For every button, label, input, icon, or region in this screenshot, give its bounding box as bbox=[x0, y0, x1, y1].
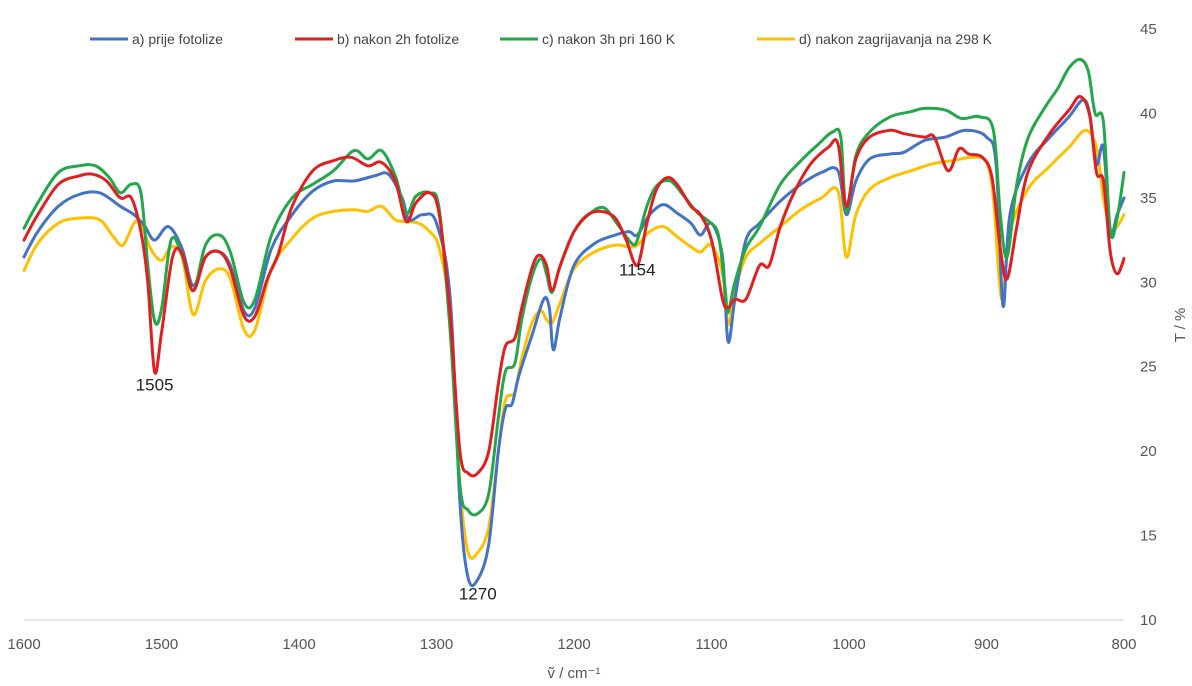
legend: a) prije fotolize b) nakon 2h fotolize c) … bbox=[90, 31, 993, 47]
y-tick-label: 20 bbox=[1140, 443, 1157, 460]
legend-label: d) nakon zagrijavanja na 298 K bbox=[799, 31, 993, 47]
x-tick-label: 1100 bbox=[695, 636, 727, 653]
legend-label: b) nakon 2h fotolize bbox=[337, 31, 459, 47]
series-line-1 bbox=[22, 98, 1126, 588]
y-tick-label: 10 bbox=[1140, 612, 1157, 629]
plot-area bbox=[22, 57, 1126, 588]
legend-label: c) nakon 3h pri 160 K bbox=[542, 31, 676, 47]
peak-label: 1154 bbox=[619, 261, 656, 280]
x-tick-label: 1300 bbox=[420, 636, 453, 653]
x-tick-label: 1000 bbox=[832, 636, 865, 653]
x-tick-labels: 1600 1500 1400 1300 1200 1100 1000 900 800 bbox=[7, 636, 1136, 653]
y-tick-labels: 45 40 35 30 25 20 15 10 bbox=[1140, 21, 1157, 629]
series-line-3 bbox=[22, 57, 1126, 517]
peak-label: 1505 bbox=[136, 375, 174, 394]
series-line-4 bbox=[22, 128, 1126, 561]
peak-label: 1270 bbox=[459, 585, 497, 604]
series-line-2 bbox=[22, 95, 1126, 478]
x-tick-label: 1600 bbox=[7, 636, 40, 653]
y-tick-label: 25 bbox=[1140, 359, 1157, 376]
peak-annotations: 1505 1270 1154 bbox=[136, 261, 656, 604]
y-tick-label: 30 bbox=[1140, 274, 1157, 291]
y-tick-label: 35 bbox=[1140, 190, 1157, 207]
y-tick-label: 40 bbox=[1140, 105, 1157, 122]
y-axis-title: T / % bbox=[1172, 308, 1189, 343]
x-tick-label: 1500 bbox=[145, 636, 178, 653]
x-tick-label: 800 bbox=[1111, 636, 1136, 653]
legend-label: a) prije fotolize bbox=[132, 31, 223, 47]
x-axis-title: ṽ / cm⁻¹ bbox=[548, 665, 601, 682]
x-tick-label: 1400 bbox=[282, 636, 315, 653]
x-tick-label: 900 bbox=[974, 636, 999, 653]
y-tick-label: 15 bbox=[1140, 528, 1157, 545]
x-tick-label: 1200 bbox=[557, 636, 590, 653]
y-tick-label: 45 bbox=[1140, 21, 1157, 38]
